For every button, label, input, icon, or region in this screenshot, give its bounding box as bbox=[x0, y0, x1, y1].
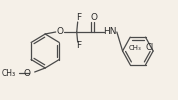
Text: O: O bbox=[24, 68, 31, 78]
Text: CH₃: CH₃ bbox=[128, 45, 141, 51]
Text: O: O bbox=[90, 14, 97, 22]
Text: F: F bbox=[76, 14, 81, 22]
Text: F: F bbox=[76, 42, 81, 50]
Text: HN: HN bbox=[103, 28, 117, 36]
Text: CH₃: CH₃ bbox=[1, 68, 15, 78]
Text: Cl: Cl bbox=[145, 43, 153, 52]
Text: O: O bbox=[56, 28, 63, 36]
